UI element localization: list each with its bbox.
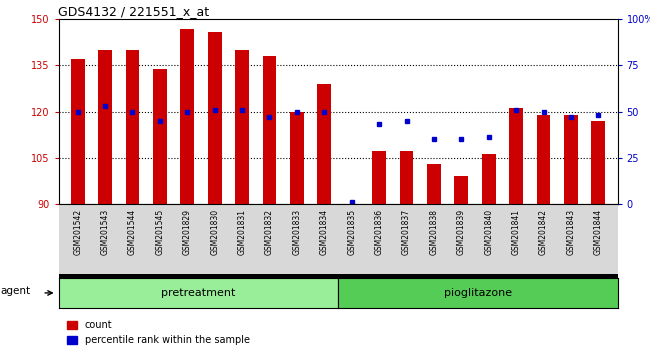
- Text: GSM201831: GSM201831: [238, 209, 246, 255]
- Text: GSM201839: GSM201839: [457, 209, 466, 255]
- Text: GSM201837: GSM201837: [402, 209, 411, 255]
- Bar: [125, 50, 139, 204]
- Bar: [372, 152, 386, 204]
- Bar: [98, 50, 112, 204]
- Legend: count, percentile rank within the sample: count, percentile rank within the sample: [63, 316, 254, 349]
- Text: GSM201844: GSM201844: [594, 209, 603, 255]
- Bar: [400, 152, 413, 204]
- Text: GSM201833: GSM201833: [292, 209, 302, 255]
- Text: GSM201544: GSM201544: [128, 209, 137, 256]
- Bar: [454, 176, 468, 204]
- Text: pretreatment: pretreatment: [161, 288, 235, 298]
- Bar: [71, 59, 84, 204]
- Bar: [427, 164, 441, 204]
- Text: GSM201832: GSM201832: [265, 209, 274, 255]
- Text: GSM201830: GSM201830: [210, 209, 219, 255]
- Text: GSM201545: GSM201545: [155, 209, 164, 256]
- Text: GSM201835: GSM201835: [347, 209, 356, 255]
- Text: GSM201842: GSM201842: [539, 209, 548, 255]
- Text: GSM201841: GSM201841: [512, 209, 521, 255]
- Text: GSM201542: GSM201542: [73, 209, 82, 255]
- Bar: [317, 84, 331, 204]
- Bar: [482, 154, 495, 204]
- Text: GSM201543: GSM201543: [101, 209, 110, 256]
- Bar: [235, 50, 249, 204]
- Text: GSM201840: GSM201840: [484, 209, 493, 255]
- Bar: [564, 115, 578, 204]
- Bar: [181, 29, 194, 204]
- Bar: [592, 121, 605, 204]
- Bar: [290, 112, 304, 204]
- Bar: [153, 69, 167, 204]
- Text: GSM201836: GSM201836: [374, 209, 384, 255]
- Text: GSM201834: GSM201834: [320, 209, 329, 255]
- Text: pioglitazone: pioglitazone: [444, 288, 512, 298]
- Bar: [509, 108, 523, 204]
- Text: agent: agent: [0, 286, 30, 296]
- Text: GSM201843: GSM201843: [566, 209, 575, 255]
- Bar: [263, 56, 276, 204]
- Bar: [208, 32, 222, 204]
- Text: GDS4132 / 221551_x_at: GDS4132 / 221551_x_at: [58, 5, 209, 18]
- Bar: [537, 115, 551, 204]
- Text: GSM201838: GSM201838: [430, 209, 438, 255]
- Text: GSM201829: GSM201829: [183, 209, 192, 255]
